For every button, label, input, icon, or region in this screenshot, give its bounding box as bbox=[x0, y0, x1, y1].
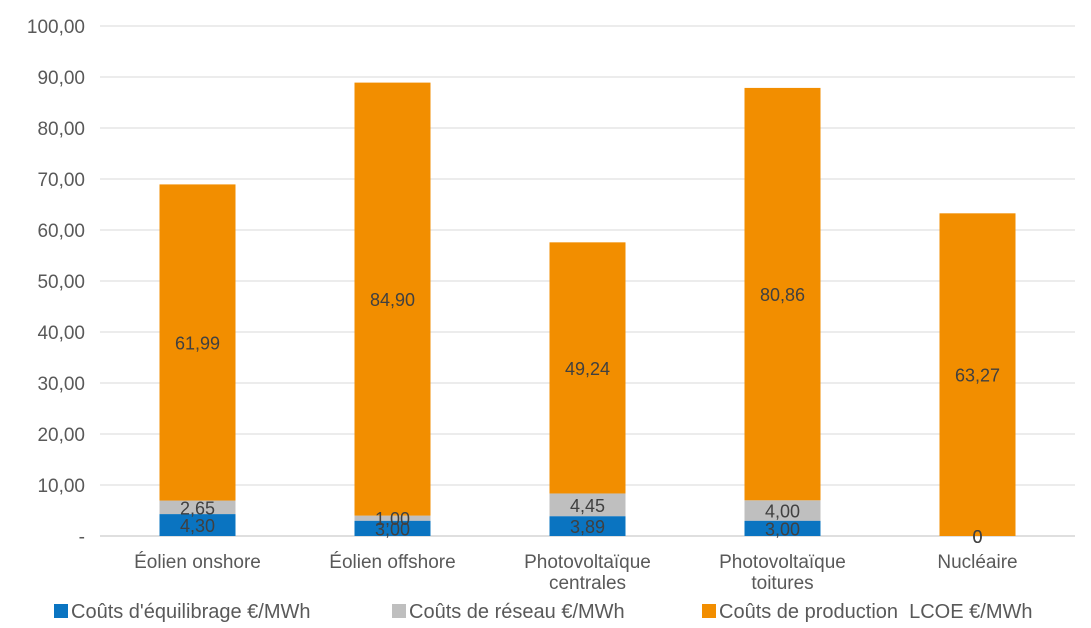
bar-segment bbox=[744, 520, 821, 536]
bar-segment bbox=[354, 82, 431, 516]
data-label: 3,00 bbox=[375, 519, 410, 539]
y-tick-label: 90,00 bbox=[37, 68, 85, 89]
x-axis-category-labels: Éolien onshore Éolien offshore Photovoltaï… bbox=[134, 552, 1018, 594]
bar-segment bbox=[549, 242, 626, 494]
y-tick-label: 10,00 bbox=[37, 476, 85, 497]
y-tick-label: 60,00 bbox=[37, 221, 85, 242]
bar-segment bbox=[159, 184, 236, 501]
bars bbox=[159, 82, 1016, 536]
category-label: toitures bbox=[751, 573, 813, 594]
data-label: 49,24 bbox=[565, 359, 610, 379]
legend-label: Coûts de réseau €/MWh bbox=[409, 601, 625, 623]
bar-segment bbox=[159, 514, 236, 536]
bar-segment bbox=[939, 213, 1016, 536]
y-tick-label: 50,00 bbox=[37, 272, 85, 293]
data-label: 4,00 bbox=[765, 502, 800, 522]
category-label: centrales bbox=[549, 573, 626, 594]
legend: Coûts d'équilibrage €/MWh Coûts de réseau… bbox=[54, 601, 1032, 623]
bar-segment bbox=[744, 87, 821, 501]
category-label: Éolien offshore bbox=[329, 552, 455, 573]
data-label: 1,00 bbox=[375, 509, 410, 529]
y-axis-tick-labels: - 10,00 20,00 30,00 40,00 50,00 60,00 70,00 80,0… bbox=[27, 17, 85, 548]
bar-segment bbox=[159, 500, 236, 515]
data-label: 84,90 bbox=[370, 290, 415, 310]
legend-label: Coûts d'équilibrage €/MWh bbox=[71, 601, 311, 623]
data-label: 3,00 bbox=[765, 519, 800, 539]
legend-swatch bbox=[392, 604, 406, 618]
y-tick-label: 100,00 bbox=[27, 17, 85, 38]
y-tick-label: 40,00 bbox=[37, 323, 85, 344]
bar-segment bbox=[549, 493, 626, 517]
data-labels: 4,302,6561,993,001,0084,903,894,4549,243… bbox=[175, 285, 1000, 547]
data-label: 80,86 bbox=[760, 285, 805, 305]
y-tick-label: 30,00 bbox=[37, 374, 85, 395]
category-label: Nucléaire bbox=[937, 552, 1017, 573]
bar-segment bbox=[354, 515, 431, 521]
y-tick-label: 20,00 bbox=[37, 425, 85, 446]
category-label: Éolien onshore bbox=[134, 552, 261, 573]
data-label: 63,27 bbox=[955, 366, 1000, 386]
bar-segment bbox=[354, 520, 431, 536]
data-label: 4,45 bbox=[570, 496, 605, 516]
bar-segment bbox=[549, 516, 626, 536]
y-tick-label: 70,00 bbox=[37, 170, 85, 191]
data-label: 4,30 bbox=[180, 516, 215, 536]
category-label: Photovoltaïque bbox=[524, 552, 651, 573]
bar-segment bbox=[744, 500, 821, 521]
data-label: 0 bbox=[972, 527, 982, 547]
legend-swatch bbox=[702, 604, 716, 618]
legend-label: Coûts de production LCOE €/MWh bbox=[719, 601, 1032, 623]
data-label: 0 bbox=[972, 527, 982, 547]
legend-swatch bbox=[54, 604, 68, 618]
y-tick-label: 80,00 bbox=[37, 119, 85, 140]
data-label: 2,65 bbox=[180, 498, 215, 518]
y-tick-label: - bbox=[79, 527, 85, 548]
data-label: 3,89 bbox=[570, 517, 605, 537]
data-label: 61,99 bbox=[175, 333, 220, 353]
category-label: Photovoltaïque bbox=[719, 552, 846, 573]
